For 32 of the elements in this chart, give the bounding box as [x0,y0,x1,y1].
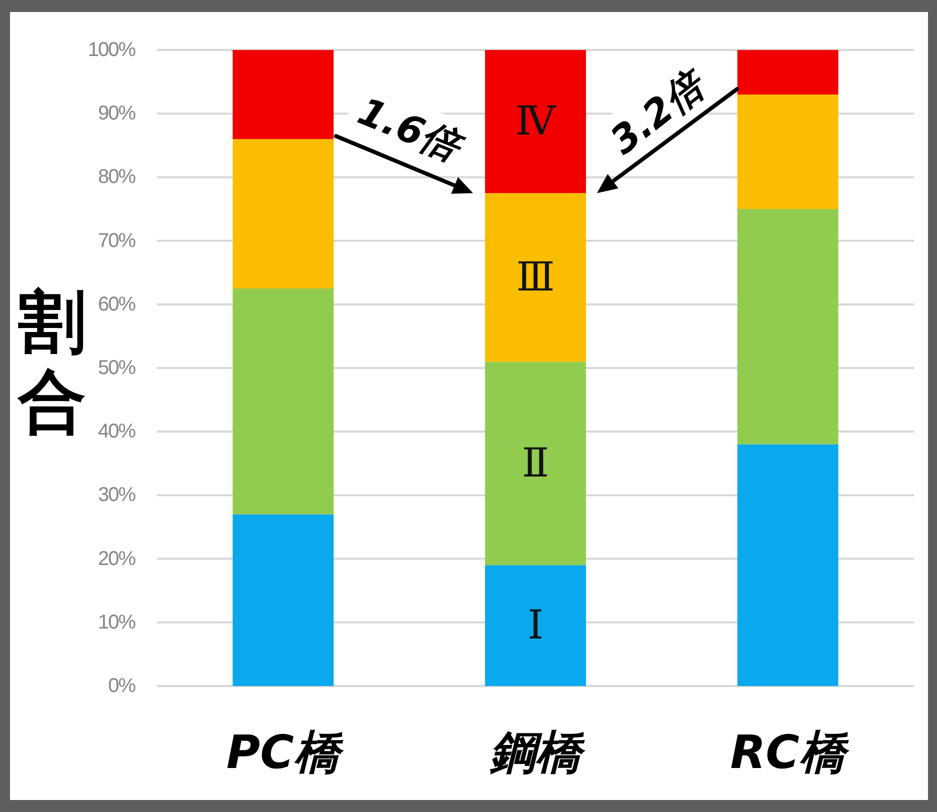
y-tick-label: 20% [98,548,136,570]
x-tick-label: RC橋 [730,725,850,779]
y-tick-label: 80% [98,166,136,188]
bar [232,139,334,288]
y-tick-label: 70% [98,230,136,252]
y-axis-title: 割合 [17,282,86,442]
bar [232,288,334,514]
annotation: 3.2倍 [602,60,716,163]
bar [737,209,838,444]
y-tick-label: 90% [98,102,136,125]
bar [485,362,586,566]
y-tick-label: 100% [88,39,136,61]
y-tick-label: 10% [98,611,136,634]
y-tick-label: 30% [98,484,136,506]
annotation: 1.6倍 [352,88,471,172]
series-label: Ⅰ [528,602,544,649]
y-tick-label: 60% [98,293,136,316]
bar [232,50,334,140]
bar [737,444,838,686]
y-tick-label: 0% [108,675,136,697]
bar [485,50,586,194]
bar [232,514,334,686]
x-tick-label: 鋼橋 [490,725,586,779]
series-label: Ⅳ [516,98,557,145]
series-label: Ⅲ [516,254,555,300]
y-tick-label: 50% [98,357,136,379]
bar [485,193,586,362]
series-label: Ⅱ [522,440,550,486]
x-tick-label: PC橋 [226,725,345,779]
bar [485,565,586,686]
bar [737,50,838,95]
y-tick-label: 40% [98,420,136,443]
